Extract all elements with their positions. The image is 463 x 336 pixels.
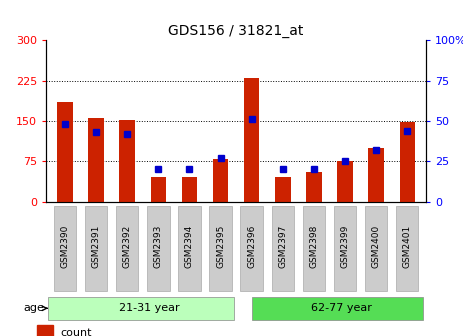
Bar <box>37 325 53 336</box>
FancyBboxPatch shape <box>334 206 356 291</box>
FancyBboxPatch shape <box>85 206 107 291</box>
Text: GSM2401: GSM2401 <box>403 225 412 268</box>
FancyBboxPatch shape <box>147 206 169 291</box>
Text: age: age <box>23 303 44 313</box>
FancyBboxPatch shape <box>303 206 325 291</box>
Text: GSM2391: GSM2391 <box>92 225 100 268</box>
Text: count: count <box>60 328 92 336</box>
FancyBboxPatch shape <box>116 206 138 291</box>
Text: GSM2394: GSM2394 <box>185 225 194 268</box>
Bar <box>150 177 166 202</box>
Bar <box>337 161 353 202</box>
FancyBboxPatch shape <box>365 206 388 291</box>
Text: GSM2392: GSM2392 <box>123 225 131 268</box>
Text: 62-77 year: 62-77 year <box>312 303 372 313</box>
Text: GSM2399: GSM2399 <box>341 225 350 268</box>
Bar <box>369 148 384 202</box>
Bar <box>181 177 197 202</box>
Title: GDS156 / 31821_at: GDS156 / 31821_at <box>169 24 304 38</box>
Bar <box>57 102 73 202</box>
FancyBboxPatch shape <box>396 206 419 291</box>
Bar <box>88 118 104 202</box>
Bar <box>306 172 322 202</box>
Bar <box>275 177 291 202</box>
Text: GSM2400: GSM2400 <box>372 225 381 268</box>
Text: GSM2393: GSM2393 <box>154 225 163 268</box>
FancyBboxPatch shape <box>178 206 200 291</box>
Bar <box>400 122 415 202</box>
Bar <box>244 78 259 202</box>
FancyBboxPatch shape <box>272 206 294 291</box>
Bar <box>213 159 228 202</box>
FancyBboxPatch shape <box>209 206 232 291</box>
Text: GSM2398: GSM2398 <box>309 225 319 268</box>
Text: GSM2396: GSM2396 <box>247 225 256 268</box>
Text: GSM2390: GSM2390 <box>61 225 69 268</box>
FancyBboxPatch shape <box>48 297 234 320</box>
Text: GSM2397: GSM2397 <box>278 225 288 268</box>
FancyBboxPatch shape <box>54 206 76 291</box>
Bar <box>119 120 135 202</box>
FancyBboxPatch shape <box>252 297 423 320</box>
FancyBboxPatch shape <box>240 206 263 291</box>
Text: 21-31 year: 21-31 year <box>119 303 179 313</box>
Text: GSM2395: GSM2395 <box>216 225 225 268</box>
